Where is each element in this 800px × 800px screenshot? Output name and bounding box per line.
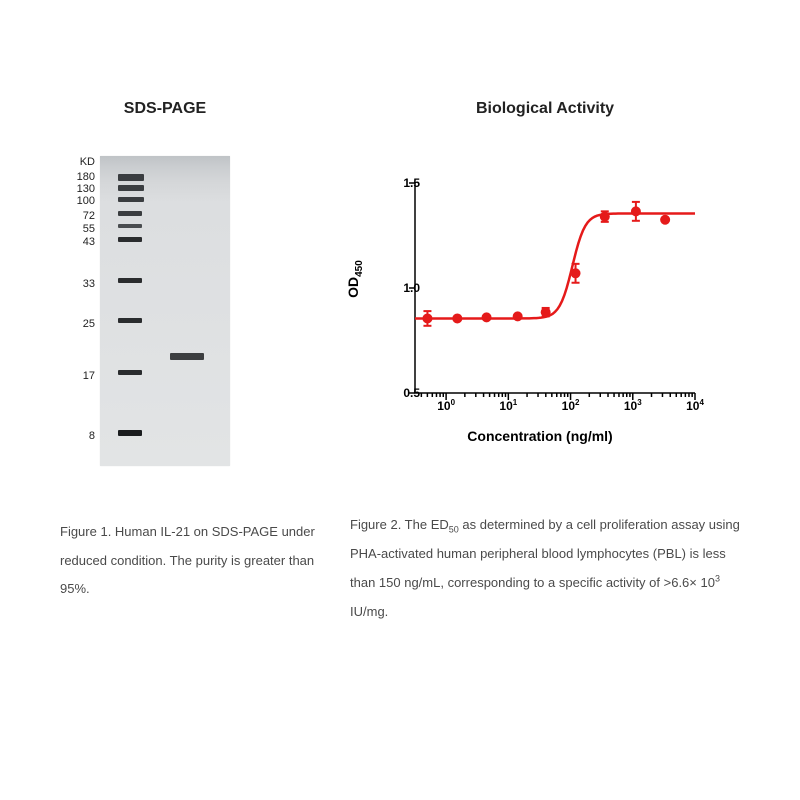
y-tick-label: 1.5 [390, 176, 420, 190]
marker-label: 55 [65, 223, 95, 235]
marker-label: 17 [65, 370, 95, 382]
marker-label: 72 [65, 210, 95, 222]
sds-page-panel: SDS-PAGE KD M R 1801301007255433325178 F… [60, 100, 300, 626]
chart-plot-area [415, 183, 705, 393]
y-tick-label: 1.0 [390, 281, 420, 295]
sample-band [170, 353, 204, 360]
marker-band [118, 197, 144, 202]
bioactivity-panel: Biological Activity OD450 0.51.01.5 1001… [350, 100, 740, 626]
marker-label: 8 [65, 430, 95, 442]
x-tick-label: 102 [562, 398, 580, 413]
x-tick-label: 104 [686, 398, 704, 413]
dose-response-chart: OD450 0.51.01.5 100101102103104 Concentr… [360, 173, 720, 463]
marker-label: 43 [65, 236, 95, 248]
x-axis-label: Concentration (ng/ml) [360, 428, 720, 444]
x-tick-label: 100 [437, 398, 455, 413]
x-tick-label: 103 [624, 398, 642, 413]
marker-band [118, 185, 144, 191]
marker-band [118, 278, 142, 283]
kd-header: KD [65, 156, 95, 168]
bioactivity-title: Biological Activity [350, 100, 740, 118]
marker-band [118, 318, 142, 323]
marker-label: 33 [65, 278, 95, 290]
marker-band [118, 370, 142, 375]
figure1-caption: Figure 1. Human IL-21 on SDS-PAGE under … [60, 518, 320, 604]
sds-page-title: SDS-PAGE [30, 100, 300, 118]
y-tick-label: 0.5 [390, 386, 420, 400]
marker-band [118, 430, 142, 436]
gel-image-area: KD M R 1801301007255433325178 [70, 138, 240, 468]
marker-label: 25 [65, 318, 95, 330]
marker-label: 180 [65, 171, 95, 183]
figure2-caption: Figure 2. The ED50 as determined by a ce… [350, 511, 740, 626]
marker-label: 100 [65, 195, 95, 207]
marker-band [118, 174, 144, 181]
x-tick-label: 101 [499, 398, 517, 413]
gel-background [100, 156, 230, 466]
marker-label: 130 [65, 183, 95, 195]
marker-band [118, 211, 142, 216]
marker-band [118, 224, 142, 228]
y-axis-label: OD450 [345, 260, 365, 298]
marker-band [118, 237, 142, 242]
